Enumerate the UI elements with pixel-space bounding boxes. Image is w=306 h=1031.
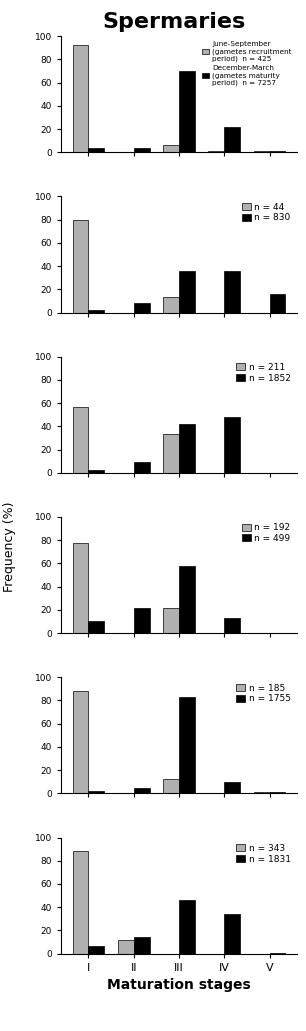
- Bar: [134, 462, 150, 473]
- Bar: [163, 145, 179, 153]
- Bar: [224, 618, 240, 633]
- Bar: [73, 691, 88, 794]
- Bar: [179, 697, 195, 794]
- Bar: [118, 939, 134, 954]
- Bar: [88, 470, 104, 473]
- Bar: [179, 566, 195, 633]
- Bar: [224, 781, 240, 794]
- Bar: [73, 45, 88, 153]
- Bar: [224, 418, 240, 473]
- Bar: [73, 220, 88, 312]
- Legend: n = 44, n = 830: n = 44, n = 830: [240, 201, 292, 225]
- Bar: [163, 297, 179, 312]
- Bar: [224, 127, 240, 153]
- Bar: [270, 152, 285, 153]
- Bar: [208, 152, 224, 153]
- Bar: [88, 945, 104, 954]
- Bar: [270, 953, 285, 954]
- Bar: [163, 607, 179, 633]
- Bar: [224, 914, 240, 954]
- Legend: n = 185, n = 1755: n = 185, n = 1755: [234, 681, 292, 705]
- Legend: n = 343, n = 1831: n = 343, n = 1831: [234, 842, 292, 865]
- Bar: [224, 271, 240, 312]
- Bar: [254, 792, 270, 794]
- Text: Spermaries: Spermaries: [103, 12, 246, 32]
- Legend: June-September
(gametes recruitment
period)  n = 425, December-March
(gametes ma: June-September (gametes recruitment peri…: [201, 40, 293, 88]
- Text: Frequency (%): Frequency (%): [3, 501, 16, 592]
- Bar: [163, 434, 179, 473]
- Bar: [88, 791, 104, 794]
- Bar: [73, 406, 88, 473]
- Bar: [179, 71, 195, 153]
- Bar: [73, 542, 88, 633]
- Bar: [134, 937, 150, 954]
- Bar: [134, 788, 150, 794]
- X-axis label: Maturation stages: Maturation stages: [107, 978, 251, 992]
- Bar: [134, 607, 150, 633]
- Bar: [270, 294, 285, 312]
- Legend: n = 192, n = 499: n = 192, n = 499: [240, 522, 292, 544]
- Bar: [88, 147, 104, 153]
- Bar: [179, 271, 195, 312]
- Legend: n = 211, n = 1852: n = 211, n = 1852: [234, 361, 292, 385]
- Bar: [179, 424, 195, 473]
- Bar: [270, 792, 285, 794]
- Bar: [88, 622, 104, 633]
- Bar: [134, 147, 150, 153]
- Bar: [254, 152, 270, 153]
- Bar: [73, 852, 88, 954]
- Bar: [88, 310, 104, 312]
- Bar: [134, 303, 150, 312]
- Bar: [179, 900, 195, 954]
- Bar: [163, 779, 179, 794]
